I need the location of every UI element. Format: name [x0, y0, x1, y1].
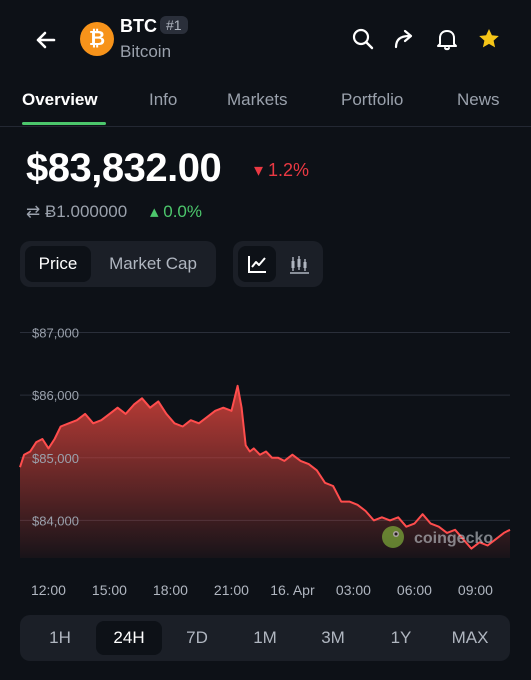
price-area-fill [20, 385, 510, 558]
x-tick-label: 12:00 [31, 582, 66, 598]
range-1m-button[interactable]: 1M [253, 628, 277, 647]
x-tick-label: 16. Apr [270, 582, 315, 598]
y-tick-label: $85,000 [32, 451, 79, 466]
coingecko-watermark: coingecko [382, 526, 493, 548]
coin-header: ₿ BTC #1 Bitcoin [0, 0, 531, 80]
share-icon[interactable] [392, 26, 418, 52]
range-1h-button[interactable]: 1H [49, 628, 71, 647]
tab-markets[interactable]: Markets [227, 90, 288, 109]
x-axis-labels: 12:00 15:00 18:00 21:00 16. Apr 03:00 06:00 09:… [31, 582, 493, 598]
btc-price: ⇄ Ƀ1.000000 [26, 202, 128, 221]
star-icon[interactable] [476, 26, 502, 52]
watermark-text: coingecko [414, 530, 493, 547]
price-change-24h: ▾ 1.2% [254, 160, 310, 180]
time-range-selector: 1H 24H 7D 1M 3M 1Y MAX [20, 615, 510, 661]
tab-overview[interactable]: Overview [22, 90, 98, 109]
price-chart[interactable]: $87,000$86,000$85,000$84,000 12:00 15:00 1… [0, 310, 531, 605]
bell-icon[interactable] [434, 26, 460, 52]
current-price: $83,832.00 [26, 146, 222, 190]
market-cap-toggle-button[interactable]: Market Cap [109, 254, 197, 273]
range-max-button[interactable]: MAX [451, 628, 489, 647]
y-tick-label: $87,000 [32, 326, 79, 341]
x-tick-label: 06:00 [397, 582, 432, 598]
metric-toggle: Price Market Cap [20, 241, 216, 287]
y-axis-labels: $87,000 $86,000 $85,000 $84,000 [32, 326, 79, 529]
search-icon[interactable] [350, 26, 376, 52]
range-7d-button[interactable]: 7D [186, 628, 208, 647]
candlestick-chart-button[interactable] [280, 246, 318, 282]
tab-info[interactable]: Info [149, 90, 178, 109]
range-24h-button[interactable]: 24H [96, 621, 162, 655]
rank-badge: #1 [160, 16, 188, 34]
price-toggle-button[interactable]: Price [25, 246, 91, 282]
y-tick-label: $86,000 [32, 388, 79, 403]
range-3m-button[interactable]: 3M [321, 628, 345, 647]
back-button[interactable] [30, 24, 62, 56]
x-tick-label: 03:00 [336, 582, 371, 598]
x-tick-label: 18:00 [153, 582, 188, 598]
price-line [19, 384, 511, 550]
logo-glyph: ₿ [88, 28, 106, 50]
line-chart-icon [248, 256, 266, 273]
btc-price-change: ▴ 0.0% [150, 202, 203, 221]
coin-tabs: Overview Info Markets Portfolio News [0, 80, 531, 127]
tab-portfolio[interactable]: Portfolio [341, 90, 404, 109]
coin-name: Bitcoin [120, 42, 172, 61]
candlestick-icon [290, 256, 309, 274]
chart-type-toggle [233, 241, 323, 287]
x-tick-label: 15:00 [92, 582, 127, 598]
range-1y-button[interactable]: 1Y [390, 628, 412, 647]
active-tab-indicator [22, 122, 106, 125]
back-arrow-icon[interactable] [30, 24, 62, 56]
coin-symbol: BTC [120, 16, 157, 36]
line-chart-button[interactable] [238, 246, 276, 282]
y-tick-label: $84,000 [32, 513, 79, 528]
tab-news[interactable]: News [457, 90, 500, 109]
x-tick-label: 21:00 [214, 582, 249, 598]
x-tick-label: 09:00 [458, 582, 493, 598]
bitcoin-logo-icon: ₿ [80, 22, 114, 56]
